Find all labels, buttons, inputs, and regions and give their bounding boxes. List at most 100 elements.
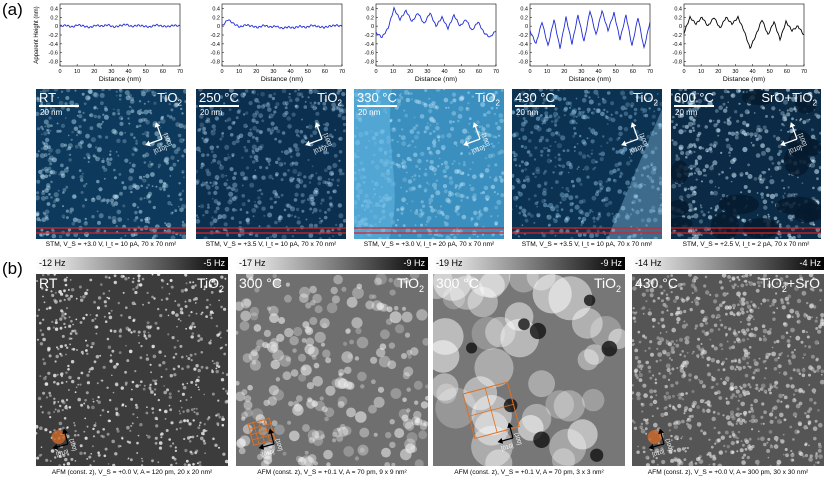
y-tick-label: 0.2 bbox=[520, 15, 528, 21]
scale-bar-label: 20 nm bbox=[40, 108, 63, 117]
stm-image: [010] [100] 600 °C SrO+TiO2 20 nm bbox=[671, 89, 821, 239]
y-tick-label: 0 bbox=[55, 24, 58, 30]
y-tick-label: -0.6 bbox=[519, 51, 528, 57]
profile-line bbox=[59, 23, 181, 29]
plot-frame bbox=[59, 3, 181, 67]
x-tick-label: 50 bbox=[143, 69, 149, 75]
crystal-direction-arrows: [010][100] bbox=[621, 122, 648, 155]
scale-bar-label: 20 nm bbox=[516, 108, 539, 117]
x-tick-label: 30 bbox=[732, 69, 738, 75]
x-tick-label: 50 bbox=[305, 69, 311, 75]
x-tick-label: 40 bbox=[750, 69, 756, 75]
x-tick-label: 0 bbox=[528, 69, 531, 75]
scale-bar-label: 20 nm bbox=[358, 108, 381, 117]
direction-label: [010] bbox=[56, 449, 70, 458]
x-tick-label: 70 bbox=[177, 69, 183, 75]
x-tick-label: 20 bbox=[91, 69, 97, 75]
unit-cell-grid bbox=[462, 381, 520, 440]
y-tick-label: 0.4 bbox=[50, 6, 58, 12]
scale-bar-label: 20 nm bbox=[675, 108, 698, 117]
colorbar-min-label: -17 Hz bbox=[239, 258, 266, 268]
panel-label-a: (a) bbox=[2, 0, 23, 19]
crystal-direction-arrows: [010][100] bbox=[145, 122, 172, 155]
crystal-direction-arrows: [010][100] bbox=[305, 122, 332, 155]
line-profile-plot: 0.4 0.2 0 -0.2 -0.4 -0.6 -0.8 0 10 20 30 40 50 60 70 Di… bbox=[346, 0, 506, 86]
line-profile-plot: 0.4 0.2 0 -0.2 -0.4 -0.6 -0.8 0 10 20 30 40 50 60 70 Di… bbox=[654, 0, 814, 86]
y-tick-label: -0.2 bbox=[673, 33, 682, 39]
y-tick-label: 0.2 bbox=[674, 15, 682, 21]
stm-caption: STM, V_S = +3.0 V, I_t = 10 pA, 70 x 70 … bbox=[45, 241, 177, 248]
colorbar-min-label: -14 Hz bbox=[635, 258, 662, 268]
y-tick-label: 0 bbox=[525, 24, 528, 30]
x-axis-label: Distance (nm) bbox=[415, 76, 457, 83]
afm-image: [010] [100] 300 °C TiO2 bbox=[433, 274, 625, 466]
crystal-direction-arrows: [010][100] bbox=[648, 428, 673, 458]
crystal-direction-arrows: [010][100] bbox=[463, 122, 490, 155]
y-tick-label: -0.2 bbox=[49, 33, 58, 39]
y-tick-label: -0.8 bbox=[211, 60, 220, 66]
colorbar-max-label: -9 Hz bbox=[600, 258, 622, 268]
x-tick-label: 70 bbox=[339, 69, 345, 75]
unit-cell-grid bbox=[247, 417, 276, 446]
x-tick-label: 30 bbox=[108, 69, 114, 75]
y-tick-label: -0.6 bbox=[673, 51, 682, 57]
phase-label: TiO2 bbox=[157, 90, 182, 108]
x-tick-label: 20 bbox=[407, 69, 413, 75]
x-tick-label: 10 bbox=[236, 69, 242, 75]
crystal-direction-arrows: [010][100] bbox=[258, 428, 283, 458]
y-tick-label: 0 bbox=[679, 24, 682, 30]
x-tick-label: 20 bbox=[253, 69, 259, 75]
temperature-label: 430 °C bbox=[515, 90, 555, 105]
frequency-colorbar: -19 Hz -9 Hz bbox=[433, 257, 625, 270]
x-tick-label: 50 bbox=[767, 69, 773, 75]
temperature-label: 300 °C bbox=[436, 275, 479, 291]
y-tick-label: 0.4 bbox=[674, 6, 682, 12]
y-tick-label: -0.2 bbox=[365, 33, 374, 39]
x-tick-label: 40 bbox=[288, 69, 294, 75]
panel-label-b: (b) bbox=[2, 259, 23, 278]
x-tick-label: 20 bbox=[715, 69, 721, 75]
scale-bar bbox=[515, 105, 555, 107]
x-tick-label: 0 bbox=[374, 69, 377, 75]
direction-label: [010] bbox=[629, 145, 644, 155]
phase-label: TiO2 bbox=[475, 90, 500, 108]
direction-label: [100] bbox=[68, 438, 77, 452]
y-tick-label: -0.6 bbox=[49, 51, 58, 57]
profile-line bbox=[375, 6, 497, 39]
y-tick-label: 0.4 bbox=[520, 6, 528, 12]
phase-label: TiO2 bbox=[396, 275, 424, 294]
frequency-colorbar: -12 Hz -5 Hz bbox=[36, 257, 228, 270]
colorbar-max-label: -4 Hz bbox=[799, 258, 821, 268]
x-tick-label: 10 bbox=[390, 69, 396, 75]
afm-image: [010] [100] RT TiO2 bbox=[36, 274, 228, 466]
y-tick-label: 0.2 bbox=[212, 15, 220, 21]
stm-caption: STM, V_S = +3.0 V, I_t = 20 pA, 70 x 70 … bbox=[363, 241, 495, 248]
x-tick-label: 60 bbox=[160, 69, 166, 75]
y-tick-label: -0.2 bbox=[211, 33, 220, 39]
y-tick-label: 0.4 bbox=[366, 6, 374, 12]
x-tick-label: 60 bbox=[476, 69, 482, 75]
direction-label: [100] bbox=[274, 438, 283, 452]
phase-label: TiO2 bbox=[593, 275, 621, 294]
x-tick-label: 30 bbox=[270, 69, 276, 75]
line-profile-plot: 0.4 0.2 0 -0.2 -0.4 -0.6 -0.8 0 10 20 30 40 50 60 70 Di… bbox=[192, 0, 352, 86]
x-tick-label: 60 bbox=[784, 69, 790, 75]
direction-label: [100] bbox=[638, 133, 648, 148]
x-axis-label: Distance (nm) bbox=[261, 76, 303, 83]
afm-caption: AFM (const. z), V_S = +0.1 V, A = 70 pm,… bbox=[257, 469, 407, 476]
direction-label: [010] bbox=[153, 145, 168, 155]
y-tick-label: 0 bbox=[217, 24, 220, 30]
colorbar-min-label: -19 Hz bbox=[436, 258, 463, 268]
y-tick-label: -0.8 bbox=[519, 60, 528, 66]
stm-image: [010] [100] RT TiO2 20 nm bbox=[36, 89, 186, 239]
stm-caption: STM, V_S = +2.5 V, I_t = 2 pA, 70 x 70 n… bbox=[682, 241, 810, 248]
afm-image: [010] [100] 300 °C TiO2 bbox=[236, 274, 428, 466]
y-tick-label: -0.2 bbox=[519, 33, 528, 39]
colorbar-max-label: -5 Hz bbox=[203, 258, 225, 268]
scale-bar bbox=[357, 105, 397, 107]
x-tick-label: 70 bbox=[647, 69, 653, 75]
afm-image: [010] [100] 430 °C TiO2+SrO bbox=[632, 274, 824, 466]
temperature-label: 430 °C bbox=[635, 275, 678, 291]
direction-label: [100] bbox=[480, 133, 490, 148]
scale-bar bbox=[199, 105, 239, 107]
